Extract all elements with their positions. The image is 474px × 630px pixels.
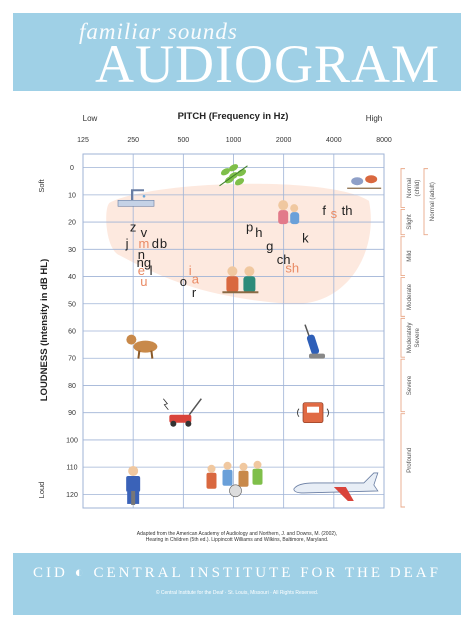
y-tick-label: 70 [68,356,76,363]
x-tick-label: 500 [177,137,189,144]
water-dripping-icon [117,189,155,207]
severity-bracket [400,236,405,276]
footer-banner: CID ◐ CENTRAL INSTITUTE FOR THE DEAF © C… [13,553,461,615]
phoneme-e: e [138,263,145,278]
phoneme-ch: ch [277,252,291,267]
page-title: AUDIOGRAM [95,34,440,94]
leaves-rustling-icon [219,164,248,187]
x-tick-label: 1000 [226,137,242,144]
x-tick-label: 250 [127,137,139,144]
severity-label: Normal [406,178,413,198]
severity-label: Moderately [406,322,413,354]
y-soft-label: Soft [37,178,46,192]
phoneme-sh: sh [285,260,299,275]
vacuum-cleaner-icon [304,324,326,359]
y-tick-label: 90 [68,410,76,417]
credit-line-1: Adapted from the American Academy of Aud… [136,531,338,537]
phoneme-n: n [138,247,145,262]
phoneme-k: k [302,230,309,245]
severity-bracket [400,277,405,317]
birds-chirping-icon [347,175,382,189]
severity-label: Slight [406,214,413,230]
child-whispering-icon [278,200,300,225]
telephone-ringing-icon [297,402,329,424]
copyright: © Central Institute for the Deaf · St. L… [155,590,319,596]
phoneme-d: d [152,236,159,251]
org-name: CID ◐ CENTRAL INSTITUTE FOR THE DEAF [33,565,441,581]
y-loud-label: Loud [37,482,46,499]
plot-frame [82,153,385,509]
jackhammer-icon [126,465,141,505]
x-low-label: Low [83,114,98,123]
phoneme-r: r [192,285,197,300]
phoneme-a: a [192,271,200,286]
severity-label: Mild [406,250,413,262]
phoneme-m: m [138,236,149,251]
y-axis-label: LOUDNESS (Intensity in dB HL) [39,259,50,402]
severity-bracket [400,358,405,413]
phoneme-g: g [266,239,273,254]
lawnmower-icon [163,398,202,427]
phoneme-u: u [140,274,147,289]
header-banner: familiar sounds AUDIOGRAM [13,13,461,94]
severity-bracket [400,209,405,236]
y-tick-label: 50 [68,301,76,308]
severity-label: (child) [414,180,421,197]
severity-bracket [423,168,428,236]
y-tick-label: 110 [66,465,77,472]
airplane-icon [293,472,379,501]
y-tick-label: 20 [68,220,76,227]
dog-barking-icon [126,334,158,359]
severity-label: Profound [406,447,413,473]
y-tick-label: 120 [66,492,78,499]
severity-bracket [400,317,405,358]
y-tick-label: 60 [68,329,76,336]
phoneme-v: v [141,225,148,240]
rock-band-icon [206,460,263,498]
y-tick-label: 10 [68,192,76,199]
severity-label: Severe [414,327,421,347]
phoneme-o: o [180,274,187,289]
severity-label: Severe [406,375,413,395]
phoneme-ng: ng [137,255,151,270]
x-tick-label: 125 [77,137,89,144]
y-tick-label: 100 [66,437,78,444]
phoneme-s: s [331,206,338,221]
severity-bracket [400,413,405,508]
y-tick-label: 40 [68,274,76,281]
page-subtitle: familiar sounds [79,19,238,44]
phoneme-p: p [246,220,253,235]
x-axis-label: PITCH (Frequency in Hz) [178,111,289,122]
phoneme-th: th [342,203,353,218]
phoneme-j: j [125,236,129,251]
x-tick-label: 4000 [326,137,342,144]
y-tick-label: 30 [68,247,76,254]
y-tick-label: 80 [68,383,76,390]
phoneme-f: f [322,203,326,218]
x-tick-label: 8000 [376,137,392,144]
phoneme-z: z [130,220,137,235]
phoneme-b: b [160,236,167,251]
severity-label: Normal (adult) [429,182,436,221]
phoneme-l: l [150,263,153,278]
speech-banana [106,183,371,304]
phoneme-h: h [255,225,262,240]
x-high-label: High [366,114,382,123]
x-tick-label: 2000 [276,137,292,144]
severity-label: Moderate [406,283,413,310]
credit-note: Adapted from the American Academy of Aud… [118,531,356,543]
people-talking-icon [222,266,259,294]
y-tick-label: 0 [70,165,74,172]
phoneme-i: i [189,263,192,278]
severity-bracket [400,168,405,208]
credit-line-2: Hearing in Children (5th ed.). Lippincot… [145,537,329,543]
